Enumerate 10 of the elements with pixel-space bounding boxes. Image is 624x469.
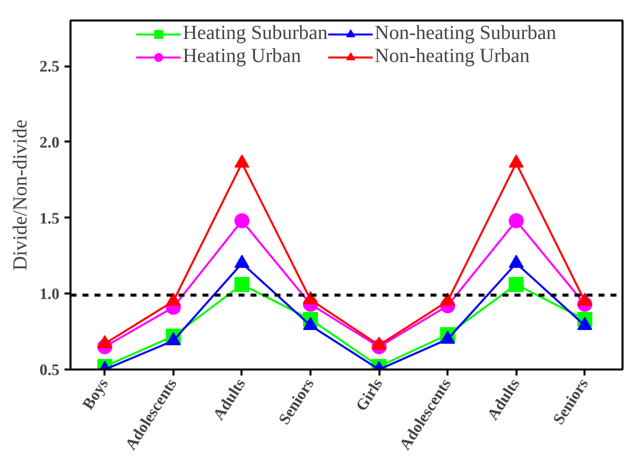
y-axis-title: Divide/Non-divide <box>10 119 32 271</box>
y-tick-label: 0.5 <box>40 362 60 379</box>
y-tick-label: 2.0 <box>40 134 60 152</box>
legend-label: Non-heating Suburban <box>374 22 556 45</box>
legend-label: Heating Suburban <box>182 22 328 45</box>
legend-label: Non-heating Urban <box>374 45 530 68</box>
y-tick-label: 2.5 <box>40 58 60 76</box>
legend-label: Heating Urban <box>182 45 301 68</box>
y-tick-label: 1.5 <box>40 210 60 228</box>
y-tick-label: 1.0 <box>40 286 60 304</box>
